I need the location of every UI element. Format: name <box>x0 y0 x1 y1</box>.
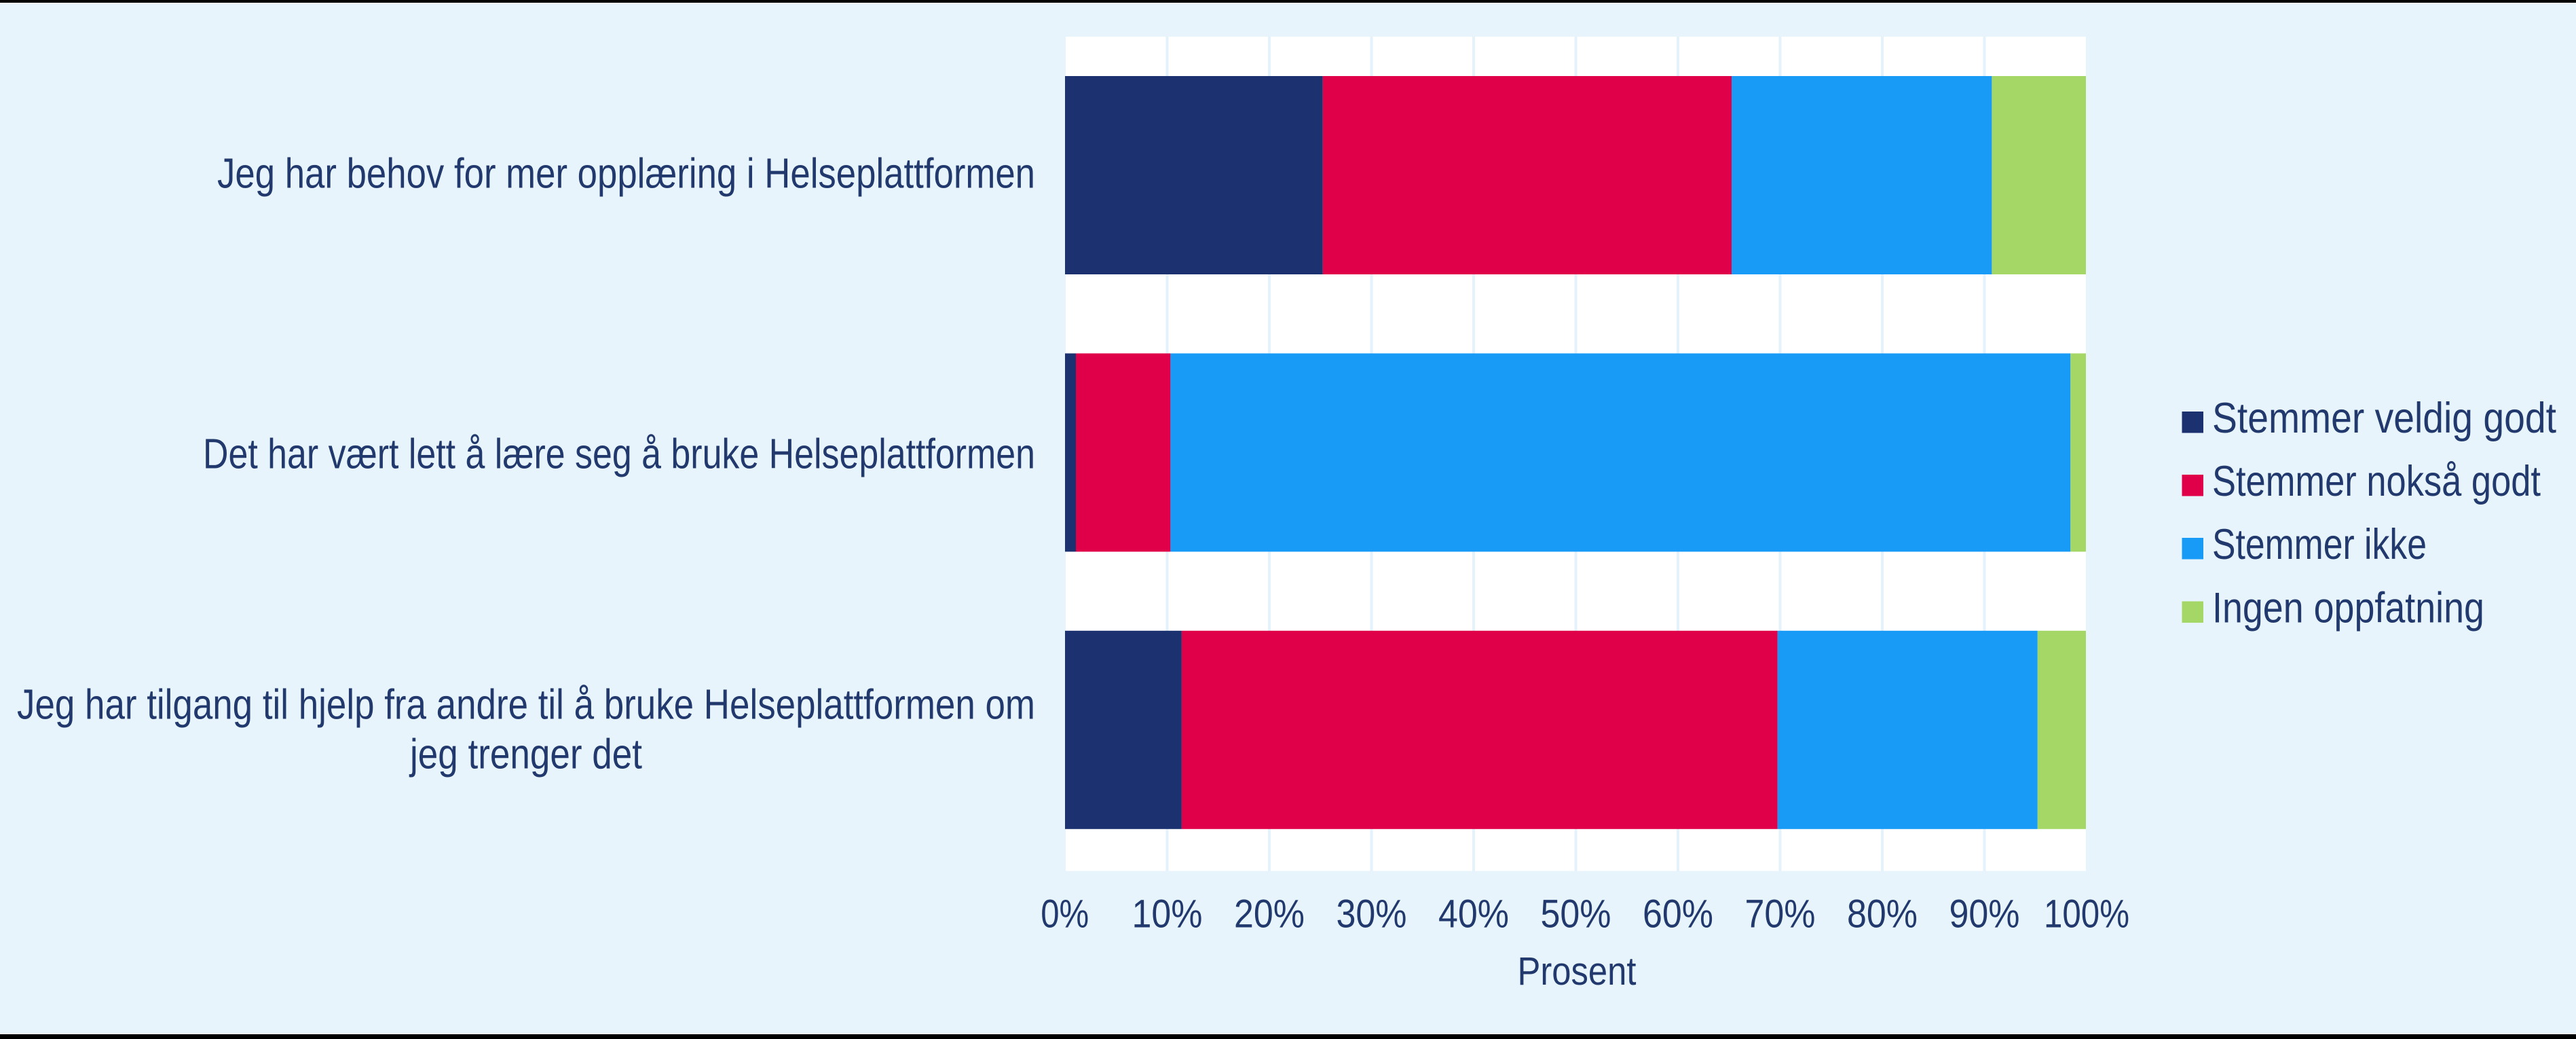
svg-text:0%: 0% <box>1041 892 1089 936</box>
svg-text:jeg trenger det: jeg trenger det <box>409 731 642 778</box>
svg-text:80%: 80% <box>1847 892 1918 936</box>
svg-text:Ingen oppfatning: Ingen oppfatning <box>2212 585 2484 632</box>
svg-text:10%: 10% <box>1132 892 1203 936</box>
svg-text:90%: 90% <box>1949 892 2020 936</box>
svg-text:60%: 60% <box>1643 892 1713 936</box>
svg-text:40%: 40% <box>1438 892 1509 936</box>
svg-text:20%: 20% <box>1234 892 1305 936</box>
svg-text:Prosent: Prosent <box>1518 949 1637 994</box>
svg-text:Det har vært lett å lære seg å: Det har vært lett å lære seg å bruke Hel… <box>203 431 1035 477</box>
svg-text:Stemmer nokså godt: Stemmer nokså godt <box>2212 458 2541 505</box>
svg-text:Jeg har behov for mer opplærin: Jeg har behov for mer opplæring i Helsep… <box>217 151 1035 198</box>
svg-text:Jeg har tilgang til hjelp fra: Jeg har tilgang til hjelp fra andre til … <box>17 682 1035 729</box>
svg-text:30%: 30% <box>1337 892 1407 936</box>
svg-text:70%: 70% <box>1745 892 1816 936</box>
svg-text:100%: 100% <box>2044 892 2129 936</box>
svg-text:Stemmer ikke: Stemmer ikke <box>2212 521 2427 568</box>
svg-text:Stemmer veldig godt: Stemmer veldig godt <box>2212 395 2556 442</box>
svg-text:50%: 50% <box>1541 892 1611 936</box>
